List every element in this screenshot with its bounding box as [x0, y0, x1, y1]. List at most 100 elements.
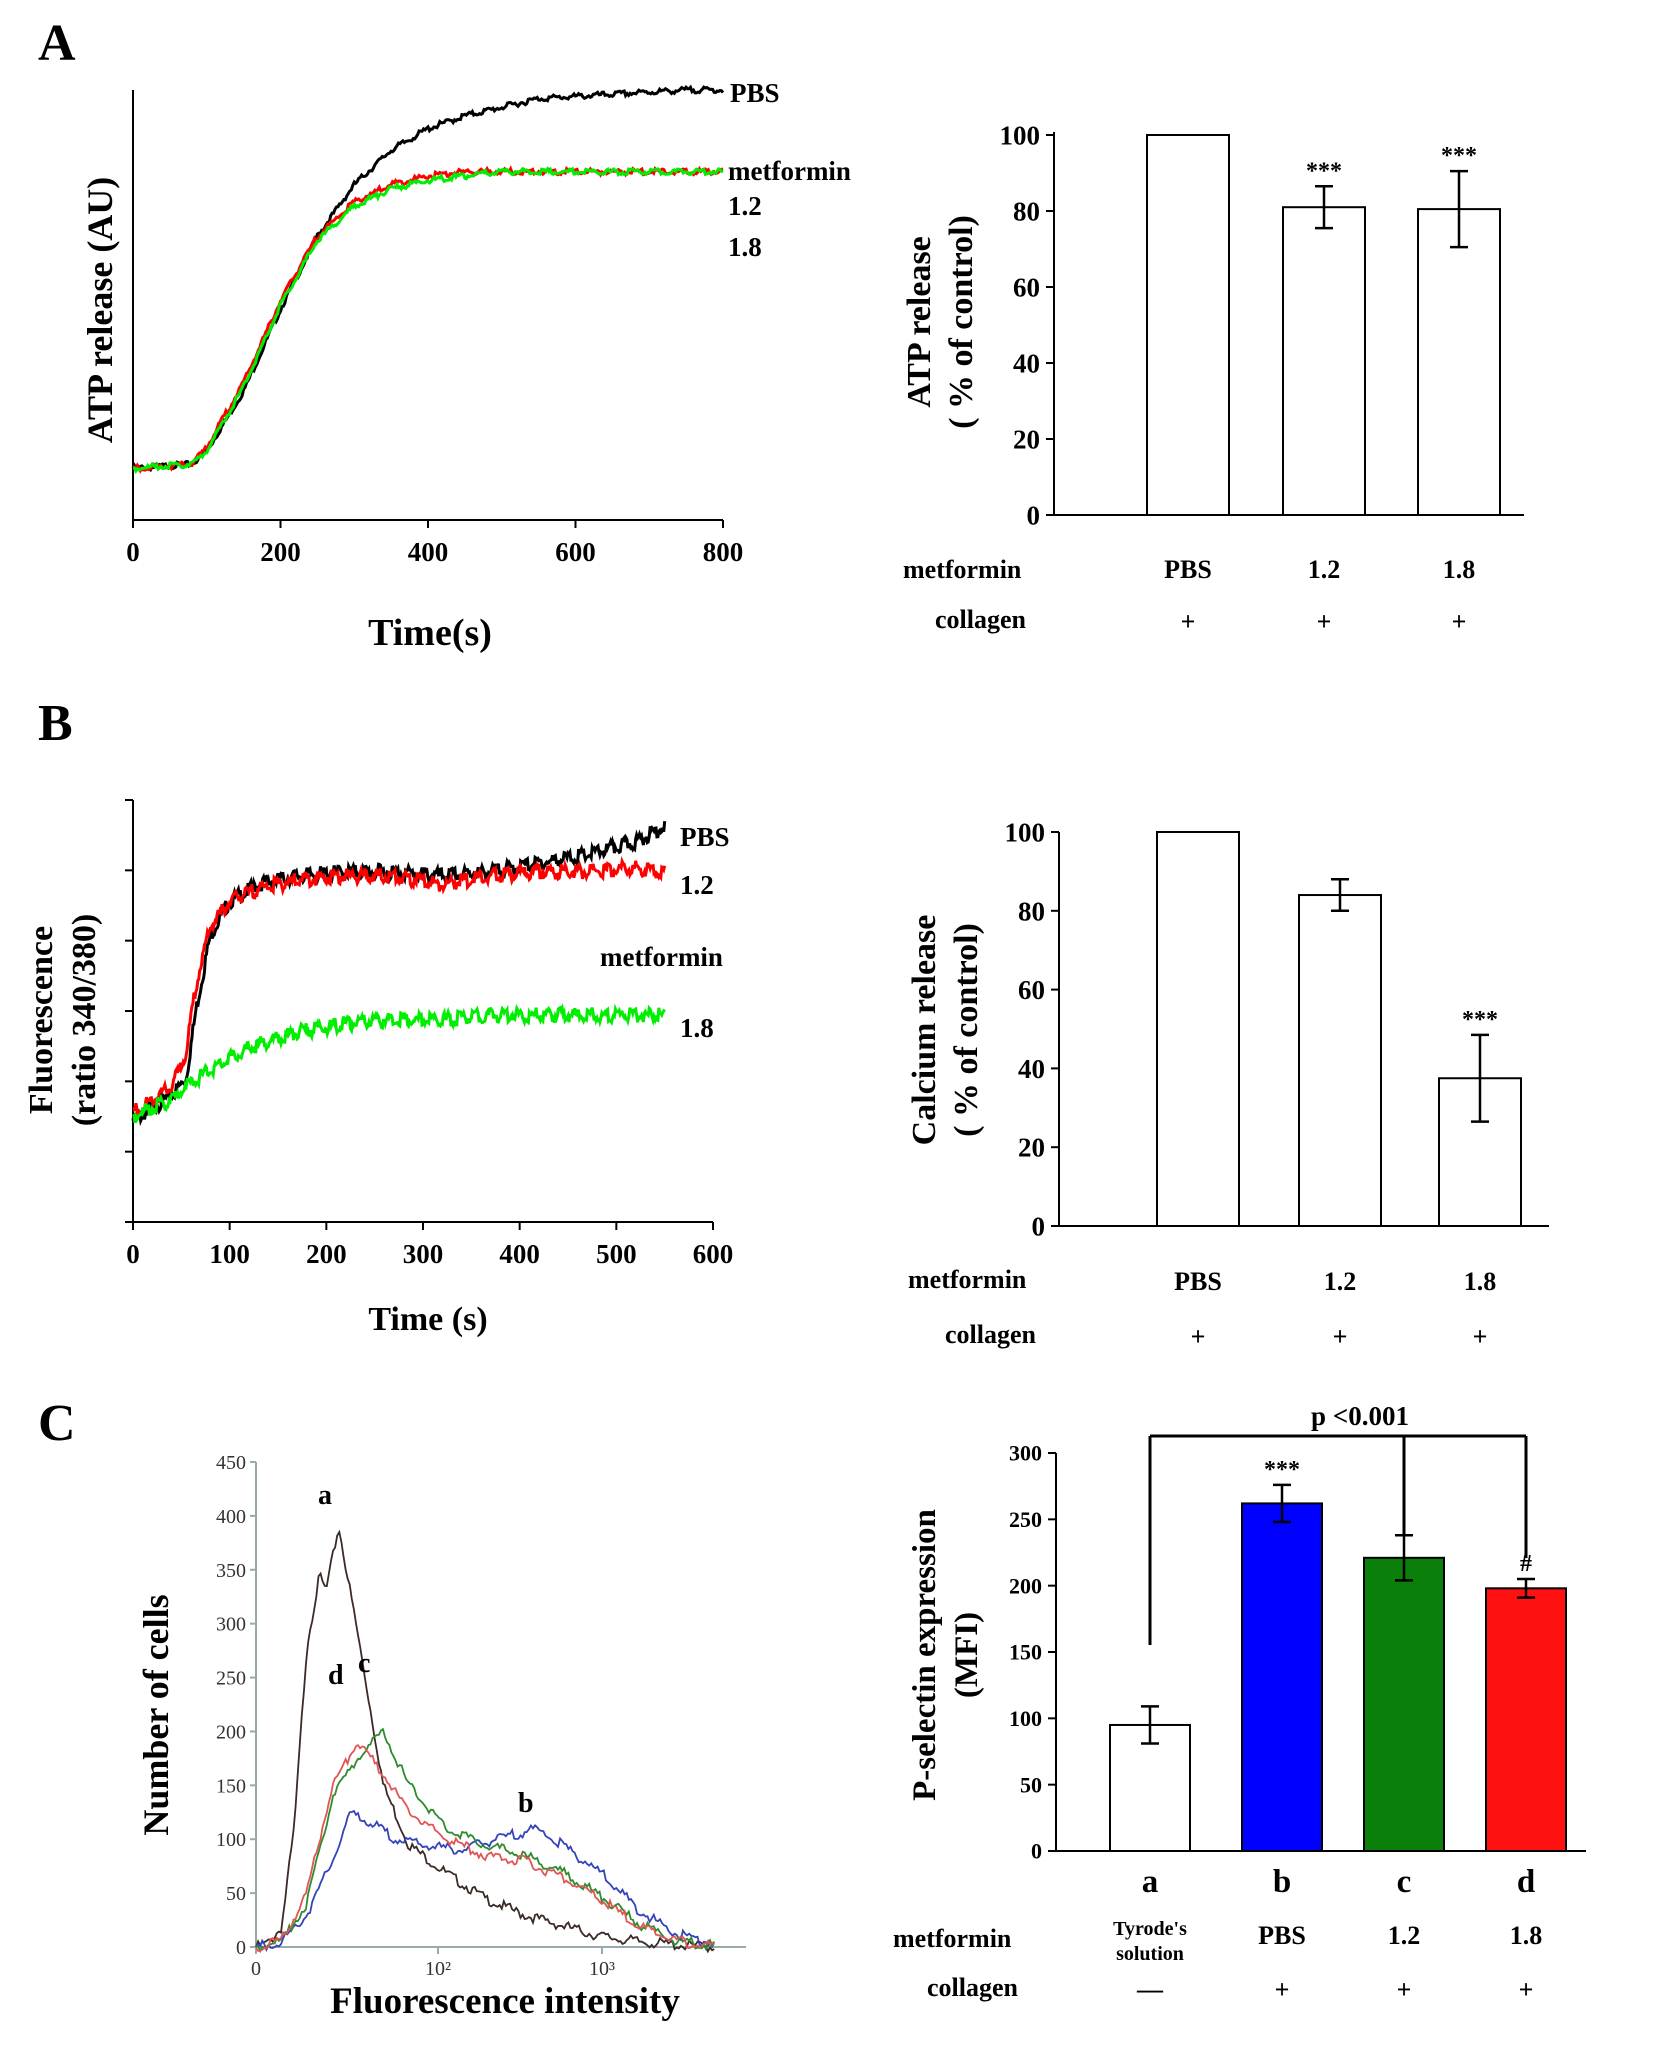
metformin-row-label: PBS	[1258, 1921, 1306, 1950]
x-axis-label: Fluorescence intensity	[330, 1981, 680, 2022]
y-axis-label-line2: ( % of control)	[948, 923, 985, 1137]
panel-label-b: B	[38, 695, 73, 752]
x-tick-label: 600	[693, 1239, 734, 1269]
series-line-b	[255, 1809, 715, 1953]
metformin-row-label: 1.2	[1388, 1921, 1421, 1950]
y-axis-label: Number of cells	[136, 1594, 176, 1835]
y-tick-label: 60	[1018, 975, 1045, 1005]
x-tick-label: 10³	[589, 1958, 615, 1980]
category-label: d	[1517, 1864, 1535, 1900]
x-tick-label: 400	[499, 1239, 540, 1269]
series-line-a	[255, 1529, 715, 1954]
y-tick-label: 80	[1018, 896, 1045, 926]
series-label-1-2: 1.2	[728, 191, 762, 221]
collagen-row-label: +	[1181, 607, 1196, 636]
x-tick-label: 500	[596, 1239, 637, 1269]
y-axis-label-line1: ATP release	[901, 236, 938, 408]
y-axis-label-line1: P-selectin expression	[907, 1509, 943, 1801]
series-label-a: a	[318, 1480, 332, 1511]
y-axis-label-line1: Calcium release	[906, 915, 943, 1146]
y-tick-label: 300	[216, 1614, 246, 1636]
significance-marker: ***	[1264, 1457, 1300, 1483]
x-tick-label: 200	[306, 1239, 347, 1269]
y-axis-label-line2: (ratio 340/380)	[66, 914, 103, 1126]
row-label-collagen: collagen	[945, 1320, 1037, 1349]
category-label: a	[1142, 1864, 1159, 1900]
x-tick-label: 300	[403, 1239, 444, 1269]
y-tick-label: 150	[216, 1775, 246, 1797]
y-tick-label: 40	[1013, 348, 1040, 378]
panel-label-a: A	[38, 15, 76, 72]
y-tick-label: 350	[216, 1560, 246, 1582]
y-tick-label: 20	[1018, 1133, 1045, 1163]
bar-1.2	[1282, 206, 1366, 516]
metformin-row-label: 1.8	[1464, 1267, 1497, 1296]
series-label-pbs: PBS	[680, 822, 730, 852]
y-tick-label: 100	[1000, 120, 1041, 150]
y-tick-label: 0	[1032, 1211, 1046, 1241]
metformin-row-label: 1.8	[1443, 555, 1476, 584]
metformin-row-label: 1.2	[1324, 1267, 1357, 1296]
metformin-row-label: PBS	[1174, 1267, 1222, 1296]
row-label-collagen: collagen	[935, 605, 1027, 634]
y-axis-label: ATP release (AU)	[80, 177, 120, 444]
y-tick-label: 0	[1031, 1839, 1042, 1864]
bar-1.2	[1298, 894, 1382, 1227]
collagen-row-label: +	[1473, 1322, 1488, 1351]
chart-b-right: 0 20 40 60 80 100 *** Calcium release ( % of …	[906, 817, 1549, 1351]
series-label-1-2: 1.2	[680, 870, 714, 900]
y-tick-label: 100	[1005, 817, 1046, 847]
metformin-row-label: Tyrode's	[1113, 1918, 1187, 1940]
y-tick-label: 0	[1027, 500, 1041, 530]
x-tick-label: 100	[209, 1239, 250, 1269]
y-tick-label: 450	[216, 1452, 246, 1474]
y-tick-label: 20	[1013, 424, 1040, 454]
chart-b-left: 0 100 200 300 400 500 600 Time (s) Fluorescenc…	[23, 799, 734, 1338]
x-tick-label: 200	[260, 537, 301, 567]
significance-marker: ***	[1306, 158, 1342, 184]
collagen-row-label: —	[1136, 1975, 1164, 2004]
y-axis-label-line1: Fluorescence	[23, 926, 60, 1114]
series-line-18	[132, 165, 724, 474]
collagen-row-label: +	[1452, 607, 1467, 636]
y-tick-label: 0	[236, 1937, 246, 1959]
y-tick-label: 200	[216, 1721, 246, 1743]
series-label-b: b	[518, 1788, 534, 1819]
metformin-row-label-extra: solution	[1116, 1943, 1184, 1965]
bar-c	[1363, 1556, 1445, 1852]
series-line-PBS	[131, 84, 725, 473]
row-label-metformin: metformin	[903, 555, 1022, 584]
series-label-d: d	[328, 1660, 344, 1691]
series-line-d	[255, 1743, 715, 1952]
y-tick-label: 50	[1020, 1772, 1042, 1797]
row-label-metformin: metformin	[893, 1924, 1012, 1953]
row-label-collagen: collagen	[927, 1973, 1019, 2002]
collagen-row-label: +	[1317, 607, 1332, 636]
y-tick-label: 150	[1009, 1640, 1042, 1665]
x-tick-label: 400	[408, 537, 449, 567]
collagen-row-label: +	[1191, 1322, 1206, 1351]
bracket-label: p <0.001	[1311, 1401, 1409, 1431]
bar-1.8	[1417, 208, 1501, 516]
label-metformin: metformin	[600, 942, 723, 972]
chart-a-right: 0 20 40 60 80 100 *** *** ATP release ( % of c…	[901, 120, 1524, 636]
x-tick-label: 600	[555, 537, 596, 567]
chart-c-left: 0 50 100 150 200 250 300 350 400 450 0 10² 10³ Fluo…	[136, 1452, 746, 2022]
x-tick-label: 800	[703, 537, 744, 567]
series-label-pbs: PBS	[730, 78, 780, 108]
collagen-row-label: +	[1275, 1975, 1290, 2004]
y-tick-label: 300	[1009, 1441, 1042, 1466]
panel-label-c: C	[38, 1395, 76, 1452]
y-tick-label: 100	[1009, 1706, 1042, 1731]
series-line-c	[255, 1727, 716, 1954]
x-axis-label: Time(s)	[368, 612, 492, 654]
x-tick-label: 0	[126, 537, 140, 567]
y-tick-label: 80	[1013, 196, 1040, 226]
chart-c-right: 0 50 100 150 200 250 300 *** # P-selectin expre…	[893, 1401, 1586, 2004]
bar-PBS	[1146, 134, 1230, 516]
significance-marker: ***	[1462, 1007, 1498, 1033]
x-tick-label: 10²	[425, 1958, 451, 1980]
significance-marker: ***	[1441, 143, 1477, 169]
y-tick-label: 60	[1013, 272, 1040, 302]
